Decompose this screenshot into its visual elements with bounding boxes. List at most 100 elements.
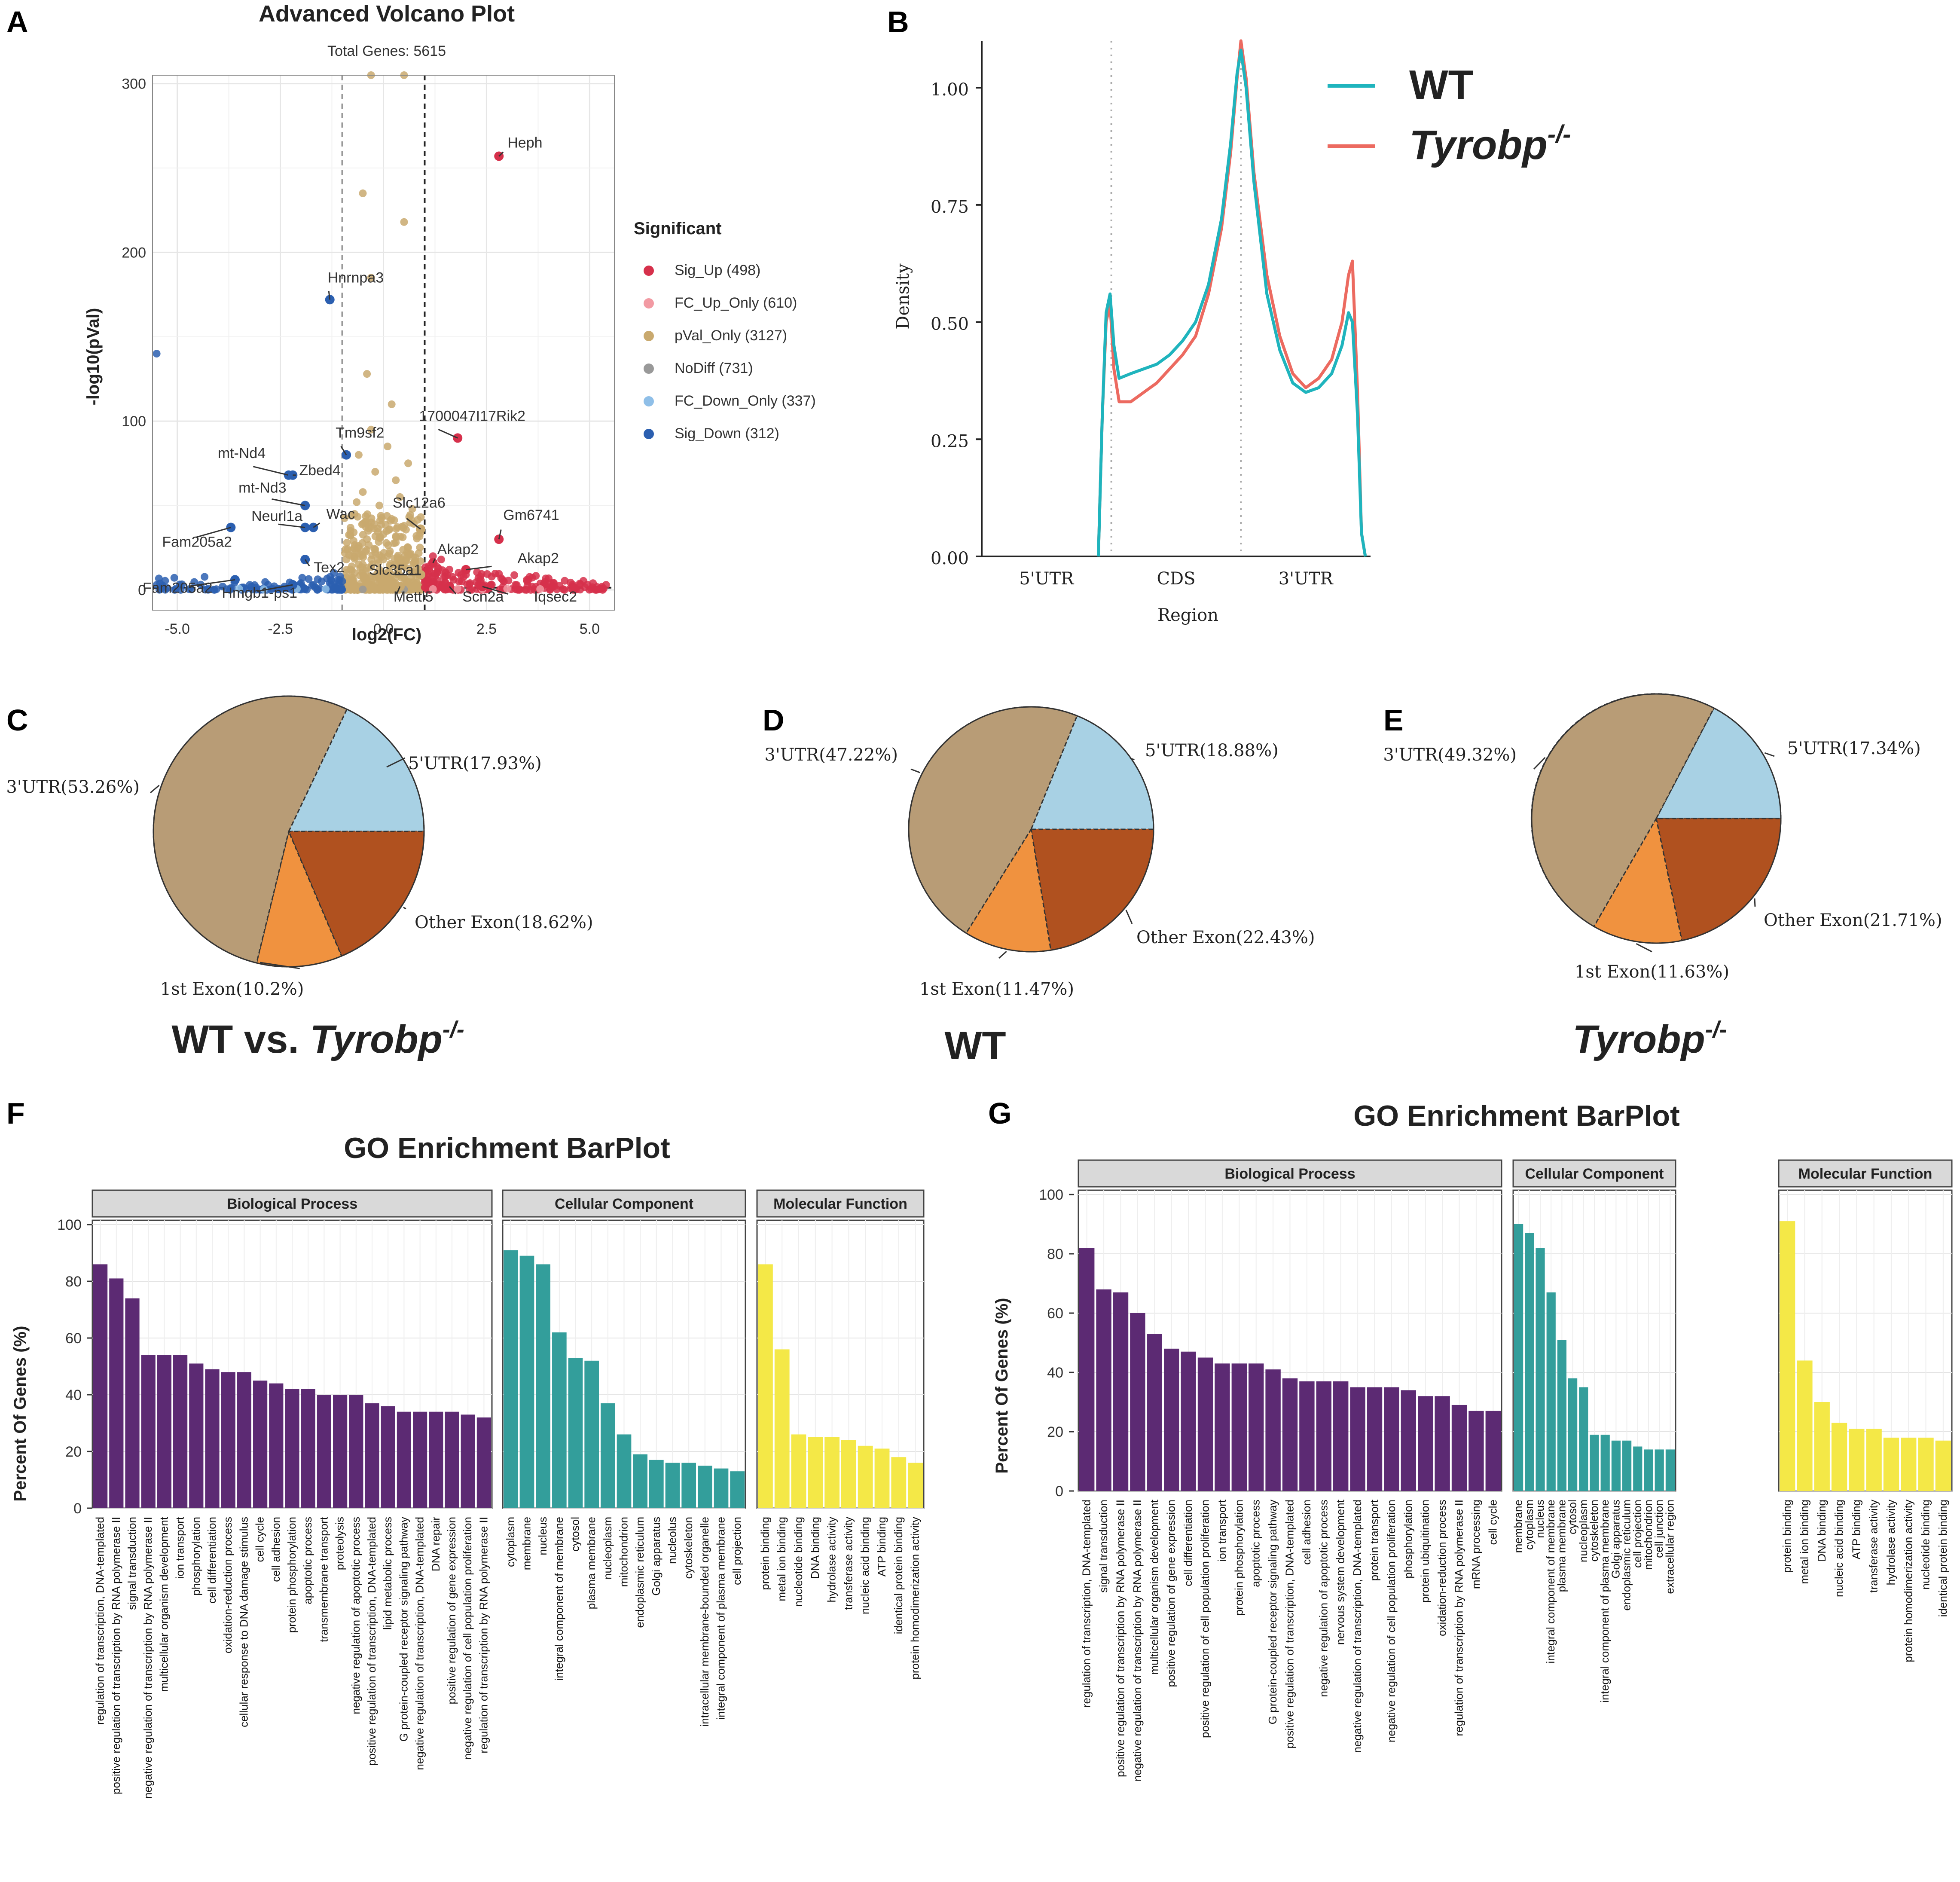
go-bar [157,1355,171,1508]
go-bar [141,1355,156,1508]
pie-caption: Tyrobp-/- [1572,1017,1727,1061]
go-category-label: nucleoplasm [601,1517,614,1580]
go-bar [665,1463,680,1508]
pie-slice-label: 1st Exon(11.47%) [919,979,1074,999]
go-category-label: phosphorylation [1401,1500,1414,1579]
go-category-label: cell differentiation [1181,1500,1194,1586]
volcano-point [375,501,383,510]
go-bar [519,1256,534,1508]
volcano-point [371,467,379,476]
go-category-label: negative regulation of transcription, DN… [413,1517,426,1770]
go-category-label: protein homodimerization activity [1902,1500,1914,1662]
go-category-label: ion transport [1215,1499,1228,1561]
volcano-point [305,575,313,583]
go-category-label: protein transport [1368,1499,1381,1581]
volcano-xlabel: log2(FC) [352,625,421,644]
go-category-label: protein binding [1780,1500,1793,1573]
go-bar [476,1417,491,1508]
go-category-label: cytoplasm [504,1517,517,1567]
go-bar [301,1389,315,1508]
go-category-label: nucleus [1533,1500,1546,1538]
volcano-point [348,546,356,554]
pie-caption: WT [944,1024,1006,1068]
density-ytick: 1.00 [931,80,969,100]
pie-label-leader [1764,752,1775,757]
volcano-gene-label: Iqsec2 [534,589,577,605]
volcano-point [359,585,367,593]
go-bar [730,1471,745,1508]
panel-label-b: B [887,5,909,39]
go-category-label: nucleic acid binding [858,1517,871,1614]
go-ytick: 60 [1047,1305,1063,1322]
go-bar [381,1406,395,1508]
pie-slice-label: Other Exon(22.43%) [1136,928,1315,947]
go-category-label: endoplasmic reticulum [633,1517,646,1628]
go-bar [109,1278,124,1508]
pie-label-leader [403,907,406,910]
volcano-point [340,514,348,522]
volcano-point [326,579,334,587]
volcano-legend-dot [644,429,654,439]
pie-label-leader [260,962,300,969]
volcano-point [377,521,385,529]
pie-outline [908,706,1154,953]
volcano-point [433,569,441,577]
volcano-point [378,514,386,522]
go-bar [1350,1387,1365,1491]
volcano-point [379,577,388,586]
volcano-legend-label: pVal_Only (3127) [675,327,787,344]
volcano-point [392,532,400,541]
volcano-point [412,532,421,540]
volcano-point [378,553,386,561]
volcano-point [363,370,371,378]
go-category-label: protein binding [758,1517,771,1590]
go-category-label: protein phosphorylation [1232,1500,1245,1616]
volcano-point [367,518,375,526]
go-category-label: proteolysis [333,1517,346,1570]
go-bar [1536,1248,1545,1491]
panel-label-d: D [763,703,785,737]
go-facet-strip [1778,1159,1953,1188]
volcano-point [388,571,396,579]
volcano-legend-dot [644,331,654,341]
volcano-legend-label: Sig_Down (312) [675,425,779,442]
volcano-legend-dot [644,396,654,406]
go-bar [349,1395,363,1508]
go-bar [1633,1446,1642,1491]
go-bar [93,1264,108,1508]
go-bar [1316,1381,1331,1491]
volcano-point [226,584,235,592]
volcano-point [561,577,569,585]
go-category-label: mitochondrion [1642,1500,1655,1570]
go-bar [584,1360,599,1508]
go-bar [1401,1390,1416,1491]
panel-label-a: A [6,5,28,39]
volcano-point [396,562,404,570]
panel-label-f: F [6,1097,25,1130]
go-bar [1797,1360,1813,1491]
volcano-point [384,443,392,451]
go-bar [1814,1402,1830,1491]
go-category-label: cell cycle [1486,1500,1499,1545]
go-category-label: signal transduction [125,1517,138,1610]
density-ylabel: Density [893,263,913,330]
volcano-label-leader [189,579,235,587]
go-bar [1590,1434,1599,1491]
go-category-label: positive regulation of transcription, DN… [365,1517,378,1766]
go-bar [429,1412,443,1508]
volcano-point [417,513,425,521]
volcano-point [346,576,354,584]
go-bar [173,1355,188,1508]
go-category-label: integral component of plasma membrane [1598,1500,1611,1703]
go-category-label: cytoskeleton [682,1517,695,1579]
go-bar [1485,1411,1501,1491]
pie-chart-e: 5'UTR(17.34%) Other Exon(21.71%) 1st Exon(… [1383,693,1942,1061]
go-category-label: positive regulation of gene expression [445,1517,458,1705]
go-bar [1568,1378,1578,1491]
volcano-point [511,581,519,589]
go-bar [1525,1233,1534,1491]
volcano-point [409,559,418,568]
go-category-label: apoptotic process [301,1517,314,1604]
go-category-label: protein ubiquitination [1419,1500,1432,1603]
go-facet-label: Molecular Function [773,1196,907,1212]
